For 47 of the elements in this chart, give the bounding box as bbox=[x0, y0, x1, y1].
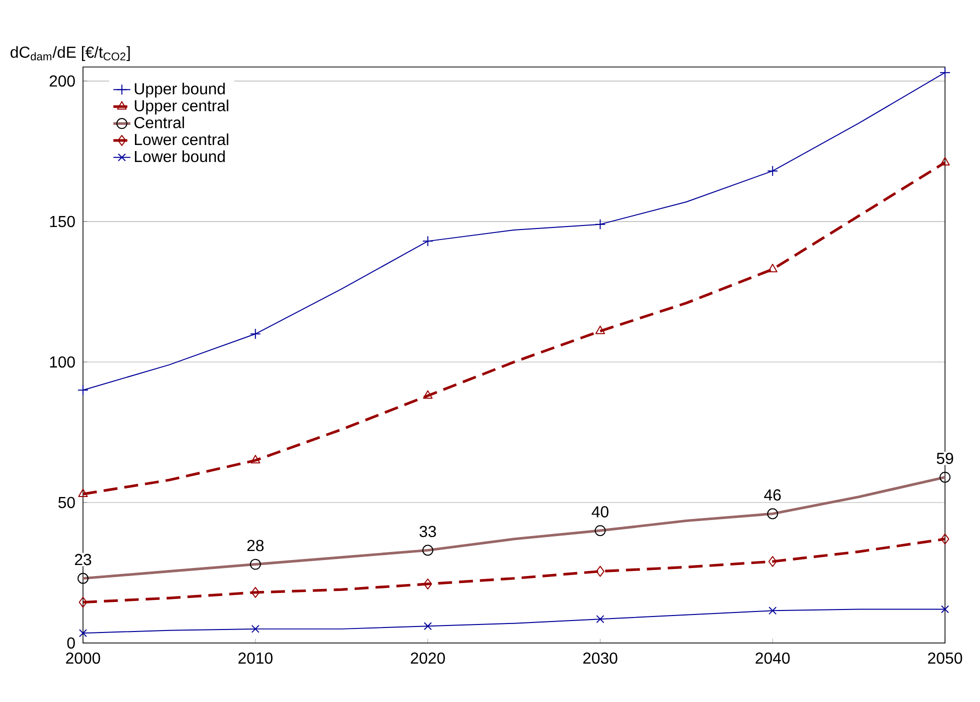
point bbox=[78, 596, 88, 608]
point bbox=[768, 556, 777, 567]
point bbox=[940, 67, 950, 78]
x-tick-label: 2010 bbox=[238, 652, 272, 664]
y-tick-label: 50 bbox=[58, 496, 75, 508]
point bbox=[251, 624, 260, 633]
data-label: 59 bbox=[936, 452, 954, 464]
point bbox=[595, 326, 606, 334]
point bbox=[78, 629, 88, 638]
point bbox=[768, 264, 778, 272]
y-tick-label: 100 bbox=[50, 356, 75, 368]
y-axis-title: dC$_{dam}$/dE [€/t$_{CO2}$] bbox=[10, 46, 130, 62]
legend-label: Upper bound bbox=[134, 82, 225, 98]
x-tick-label: 2020 bbox=[410, 652, 445, 664]
point bbox=[250, 454, 260, 464]
data-label: 33 bbox=[420, 526, 436, 538]
point bbox=[424, 578, 432, 590]
data-label: 46 bbox=[764, 489, 781, 501]
point bbox=[940, 605, 950, 614]
data-label: 40 bbox=[592, 506, 608, 518]
legend-label: Upper central bbox=[134, 100, 228, 114]
x-tick-label: 2050 bbox=[928, 652, 962, 664]
legend-label: Central bbox=[134, 116, 184, 128]
legend-label: Lower central bbox=[134, 133, 228, 146]
point bbox=[250, 328, 261, 340]
point bbox=[422, 236, 434, 247]
point bbox=[596, 615, 604, 624]
legend-label: Lower bound bbox=[134, 150, 225, 162]
point bbox=[78, 384, 88, 396]
point bbox=[767, 165, 778, 176]
y-tick-label: 200 bbox=[50, 75, 75, 87]
x-tick-label: 2030 bbox=[583, 652, 618, 664]
y-tick-label: 150 bbox=[50, 216, 75, 228]
point bbox=[422, 390, 433, 399]
point bbox=[940, 534, 950, 545]
data-label: 23 bbox=[74, 554, 92, 566]
x-tick-label: 2040 bbox=[756, 652, 790, 664]
point bbox=[424, 622, 432, 630]
point bbox=[768, 606, 777, 615]
point bbox=[940, 157, 950, 166]
data-label: 28 bbox=[247, 540, 264, 552]
y-tick-label: 0 bbox=[67, 637, 75, 649]
x-tick-label: 2000 bbox=[66, 652, 100, 664]
point bbox=[251, 586, 260, 598]
point bbox=[596, 566, 604, 577]
point bbox=[594, 218, 606, 230]
point bbox=[78, 488, 88, 498]
